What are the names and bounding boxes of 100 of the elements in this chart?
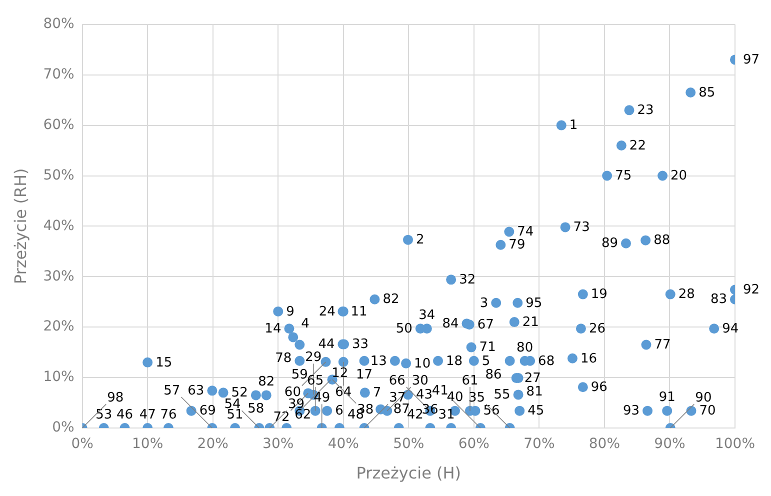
annotation: 33 bbox=[352, 337, 369, 352]
annotation: 43 bbox=[416, 388, 433, 403]
annotation: 71 bbox=[479, 340, 496, 356]
annotation: 2 bbox=[416, 232, 424, 248]
annotation: 98 bbox=[107, 390, 124, 406]
annotation: 78 bbox=[275, 351, 292, 366]
annotation: 77 bbox=[654, 338, 671, 353]
annotation: 26 bbox=[588, 321, 606, 336]
annotation: 69 bbox=[199, 404, 216, 419]
annotation: 89 bbox=[601, 236, 618, 252]
annotation: 74 bbox=[517, 224, 534, 240]
annotation: 6 bbox=[335, 404, 344, 419]
annotation: 22 bbox=[629, 138, 646, 154]
annotation: 41 bbox=[432, 383, 448, 398]
annotation: 32 bbox=[459, 272, 476, 288]
annotation: 85 bbox=[698, 85, 716, 100]
y-tick-label: 10% bbox=[43, 369, 74, 386]
annotation: 59 bbox=[291, 367, 308, 382]
annotation: 75 bbox=[615, 168, 632, 184]
annotation: 34 bbox=[418, 308, 436, 323]
x-tick-label: 0% bbox=[71, 436, 94, 452]
annotation: 31 bbox=[438, 407, 455, 422]
annotation: 93 bbox=[622, 404, 640, 419]
y-tick-label: 50% bbox=[43, 167, 74, 184]
x-tick-label: 50% bbox=[393, 436, 424, 452]
annotation: 82 bbox=[382, 292, 400, 308]
annotation: 63 bbox=[188, 384, 204, 399]
annotation: 12 bbox=[332, 366, 348, 382]
annotation: 82 bbox=[258, 374, 275, 390]
annotation: 24 bbox=[318, 304, 336, 320]
annotation: 23 bbox=[637, 103, 654, 118]
x-tick-label: 10% bbox=[132, 436, 164, 452]
annotation: 94 bbox=[722, 321, 739, 336]
annotation: 16 bbox=[580, 351, 598, 366]
x-tick-label: 20% bbox=[197, 436, 228, 452]
annotation: 50 bbox=[396, 321, 412, 336]
y-tick-label: 60% bbox=[43, 116, 74, 133]
annotation: 58 bbox=[248, 402, 264, 417]
annotation: 95 bbox=[526, 296, 542, 311]
annotation: 46 bbox=[116, 407, 134, 422]
annotation: 67 bbox=[477, 317, 494, 332]
x-tick-label: 70% bbox=[524, 436, 555, 452]
annotation: 53 bbox=[96, 407, 112, 422]
annotation: 30 bbox=[412, 373, 428, 388]
annotation: 57 bbox=[164, 383, 180, 398]
y-tick-label: 40% bbox=[43, 218, 74, 234]
annotation: 96 bbox=[590, 380, 608, 396]
annotation: 29 bbox=[305, 350, 322, 366]
annotation: 80 bbox=[516, 340, 534, 356]
annotation: 15 bbox=[156, 355, 172, 370]
x-tick-label: 30% bbox=[262, 436, 294, 452]
annotation: 66 bbox=[388, 373, 406, 388]
annotation: 4 bbox=[301, 316, 310, 332]
annotation: 56 bbox=[483, 404, 500, 419]
annotation: 7 bbox=[372, 386, 382, 401]
annotation: 3 bbox=[480, 296, 488, 311]
x-tick-label: 40% bbox=[328, 436, 359, 452]
annotation: 18 bbox=[446, 354, 463, 369]
annotation: 90 bbox=[695, 390, 712, 406]
annotation: 19 bbox=[590, 287, 608, 302]
x-tick-label: 80% bbox=[588, 436, 620, 452]
annotation: 61 bbox=[462, 373, 478, 388]
annotation: 13 bbox=[370, 354, 387, 369]
annotation: 47 bbox=[139, 407, 156, 422]
annotation: 40 bbox=[446, 390, 464, 406]
annotation: 10 bbox=[414, 356, 431, 372]
annotation: 49 bbox=[314, 390, 330, 406]
annotation: 9 bbox=[286, 304, 294, 320]
y-tick-label: 0% bbox=[52, 420, 74, 436]
annotation: 5 bbox=[482, 354, 490, 369]
annotation: 35 bbox=[468, 390, 486, 406]
annotation: 92 bbox=[742, 282, 760, 298]
annotation: 84 bbox=[442, 316, 459, 332]
annotation: 83 bbox=[710, 292, 727, 308]
annotation: 55 bbox=[494, 388, 510, 403]
y-tick-label: 70% bbox=[43, 66, 74, 82]
annotation: 72 bbox=[273, 410, 290, 425]
y-axis-title: Przeżycie (RH) bbox=[10, 168, 30, 284]
annotation: 73 bbox=[573, 220, 590, 236]
annotation: 88 bbox=[654, 233, 670, 248]
annotation: 11 bbox=[350, 304, 368, 320]
annotation: 76 bbox=[160, 407, 177, 422]
annotation: 28 bbox=[678, 287, 695, 302]
x-tick-label: 90% bbox=[654, 436, 686, 452]
annotation: 97 bbox=[742, 52, 760, 68]
annotation: 65 bbox=[307, 373, 324, 388]
annotation: 1 bbox=[569, 118, 578, 134]
annotation: 81 bbox=[526, 384, 543, 400]
annotation: 79 bbox=[508, 238, 526, 253]
y-tick-label: 80% bbox=[43, 16, 74, 32]
y-tick-label: 20% bbox=[43, 318, 74, 335]
y-tick-label: 30% bbox=[43, 268, 74, 284]
annotation: 68 bbox=[538, 354, 555, 369]
annotation: 17 bbox=[356, 367, 373, 382]
x-tick-label: 60% bbox=[458, 436, 490, 452]
x-tick-label: 100% bbox=[714, 436, 756, 452]
annotation: 44 bbox=[318, 337, 335, 352]
annotation: 42 bbox=[406, 407, 424, 422]
annotation: 14 bbox=[264, 321, 282, 336]
x-axis-title: Przeżycie (H) bbox=[356, 464, 462, 483]
